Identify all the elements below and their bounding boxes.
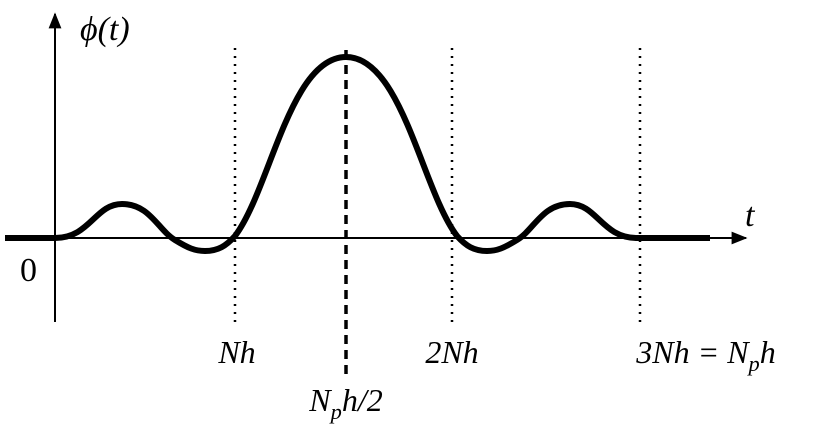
origin-label: 0 xyxy=(20,252,37,289)
label-part: h/2 xyxy=(342,382,383,418)
label-part: p xyxy=(747,351,760,376)
marker-label: Nh xyxy=(217,334,255,370)
label-part: 3Nh = N xyxy=(635,334,750,370)
marker-label: 2Nh xyxy=(425,334,478,370)
label-part: N xyxy=(308,382,332,418)
x-axis-label: t xyxy=(745,197,756,234)
marker-label: 3Nh = Nph xyxy=(635,334,775,376)
label-part: p xyxy=(329,399,342,424)
y-axis-label: ϕ(t) xyxy=(80,11,130,48)
label-part: Nh xyxy=(217,334,255,370)
label-part: h xyxy=(760,334,776,370)
label-part: 2Nh xyxy=(425,334,478,370)
marker-label: Nph/2 xyxy=(308,382,382,424)
curve xyxy=(5,54,710,254)
